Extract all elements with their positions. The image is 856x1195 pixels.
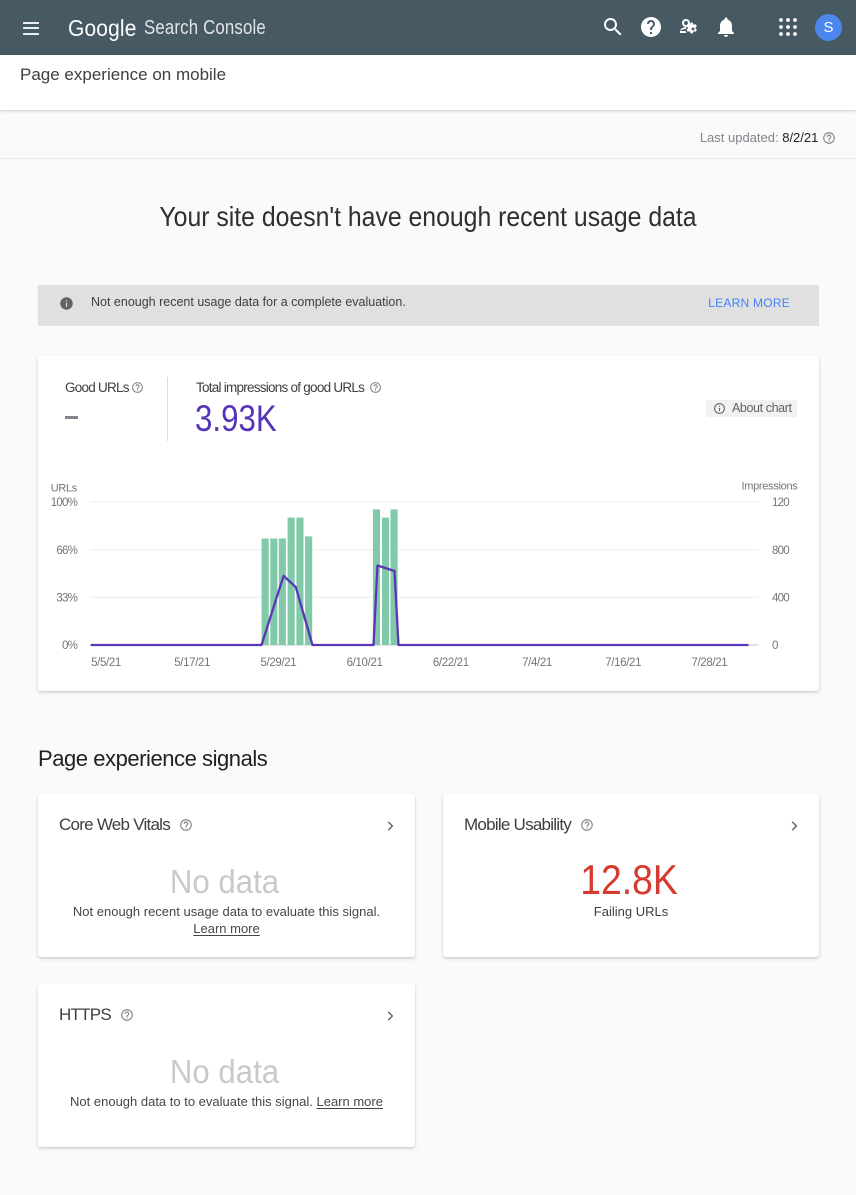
- svg-text:33%: 33%: [56, 593, 77, 605]
- svg-text:5/29/21: 5/29/21: [260, 657, 296, 669]
- svg-text:400: 400: [772, 593, 789, 605]
- svg-text:6/10/21: 6/10/21: [347, 657, 383, 669]
- svg-text:120: 120: [772, 497, 789, 509]
- svg-text:URLs: URLs: [51, 483, 78, 495]
- svg-text:7/4/21: 7/4/21: [522, 657, 552, 669]
- svg-text:100%: 100%: [51, 497, 78, 509]
- svg-text:Impressions: Impressions: [742, 481, 799, 493]
- svg-text:0%: 0%: [62, 640, 78, 652]
- svg-text:7/16/21: 7/16/21: [605, 657, 641, 669]
- svg-text:6/22/21: 6/22/21: [433, 657, 469, 669]
- svg-text:7/28/21: 7/28/21: [691, 657, 727, 669]
- svg-text:5/17/21: 5/17/21: [174, 657, 210, 669]
- svg-text:0: 0: [772, 640, 778, 652]
- svg-text:5/5/21: 5/5/21: [91, 657, 121, 669]
- svg-text:800: 800: [772, 545, 789, 557]
- svg-text:66%: 66%: [56, 545, 77, 557]
